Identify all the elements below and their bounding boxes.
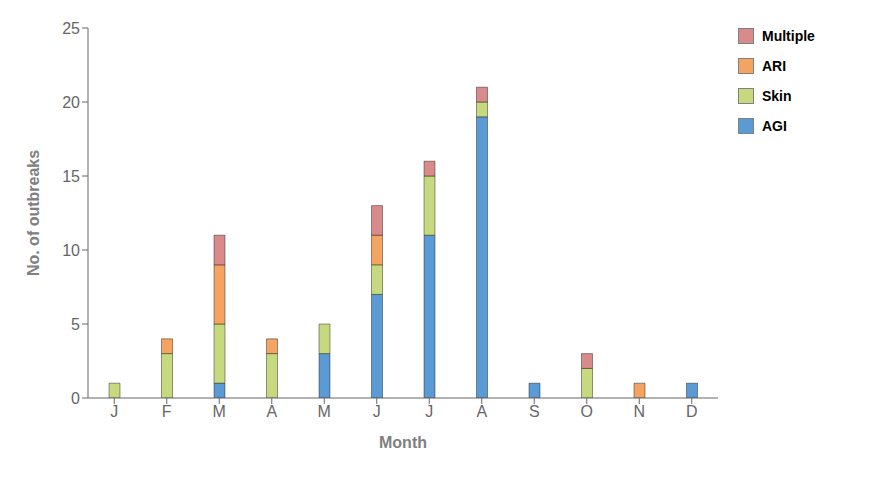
- svg-text:J: J: [373, 403, 381, 420]
- svg-text:0: 0: [71, 390, 80, 407]
- svg-text:A: A: [266, 403, 277, 420]
- html-text:Multiple: Multiple: [762, 28, 815, 44]
- svg-text:J: J: [425, 403, 433, 420]
- svg-text:A: A: [476, 403, 487, 420]
- svg-text:No. of outbreaks: No. of outbreaks: [25, 150, 42, 276]
- svg-text:25: 25: [62, 20, 80, 37]
- svg-text:M: M: [213, 403, 226, 420]
- svg-text:S: S: [529, 403, 540, 420]
- html-text:ARI: ARI: [762, 58, 787, 74]
- svg-text:5: 5: [71, 316, 80, 333]
- svg-text:N: N: [633, 403, 645, 420]
- svg-text:M: M: [318, 403, 331, 420]
- svg-text:15: 15: [62, 168, 80, 185]
- svg-text:O: O: [581, 403, 593, 420]
- svg-text:F: F: [162, 403, 172, 420]
- svg-text:20: 20: [62, 94, 80, 111]
- svg-text:D: D: [686, 403, 698, 420]
- svg-text:Month: Month: [379, 434, 427, 451]
- svg-text:10: 10: [62, 242, 80, 259]
- html-text:Skin: Skin: [762, 88, 792, 104]
- html-text:AGI: AGI: [762, 118, 787, 134]
- svg-text:J: J: [110, 403, 118, 420]
